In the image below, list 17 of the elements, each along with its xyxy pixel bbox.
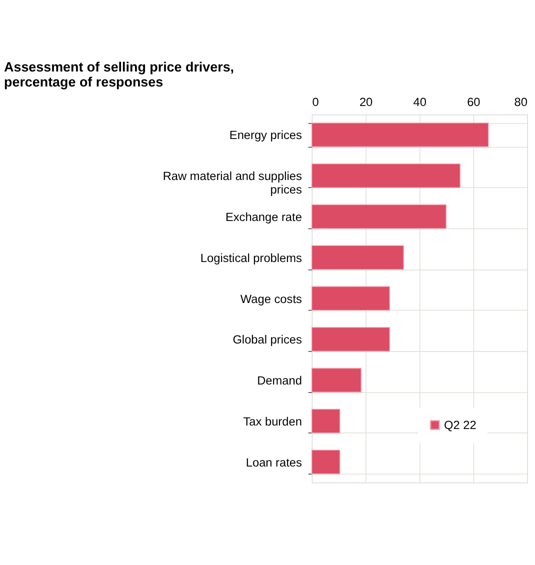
x-tick-label: 60 xyxy=(467,95,481,110)
x-tick-label: 80 xyxy=(514,95,528,110)
y-tick-label: Tax burden xyxy=(243,414,302,428)
legend-label: Q2 22 xyxy=(444,418,476,432)
x-tick-label: 40 xyxy=(413,95,427,110)
x-tick-label: 20 xyxy=(359,95,374,110)
y-tick-label: Raw material and supplies prices xyxy=(162,169,302,197)
y-tick-label: Energy prices xyxy=(229,128,302,142)
y-tick-label: Exchange rate xyxy=(225,210,302,224)
text: Assessment of selling price drivers, xyxy=(4,60,234,75)
y-tick-label: Logistical problems xyxy=(200,250,302,265)
y-tick-label: Global prices xyxy=(232,332,302,347)
text: percentage of responses xyxy=(4,74,164,90)
y-tick-label: Demand xyxy=(257,374,302,388)
x-tick-label: 0 xyxy=(312,95,320,110)
y-tick-label: Wage costs xyxy=(240,292,302,306)
y-tick-label: Loan rates xyxy=(246,455,302,470)
